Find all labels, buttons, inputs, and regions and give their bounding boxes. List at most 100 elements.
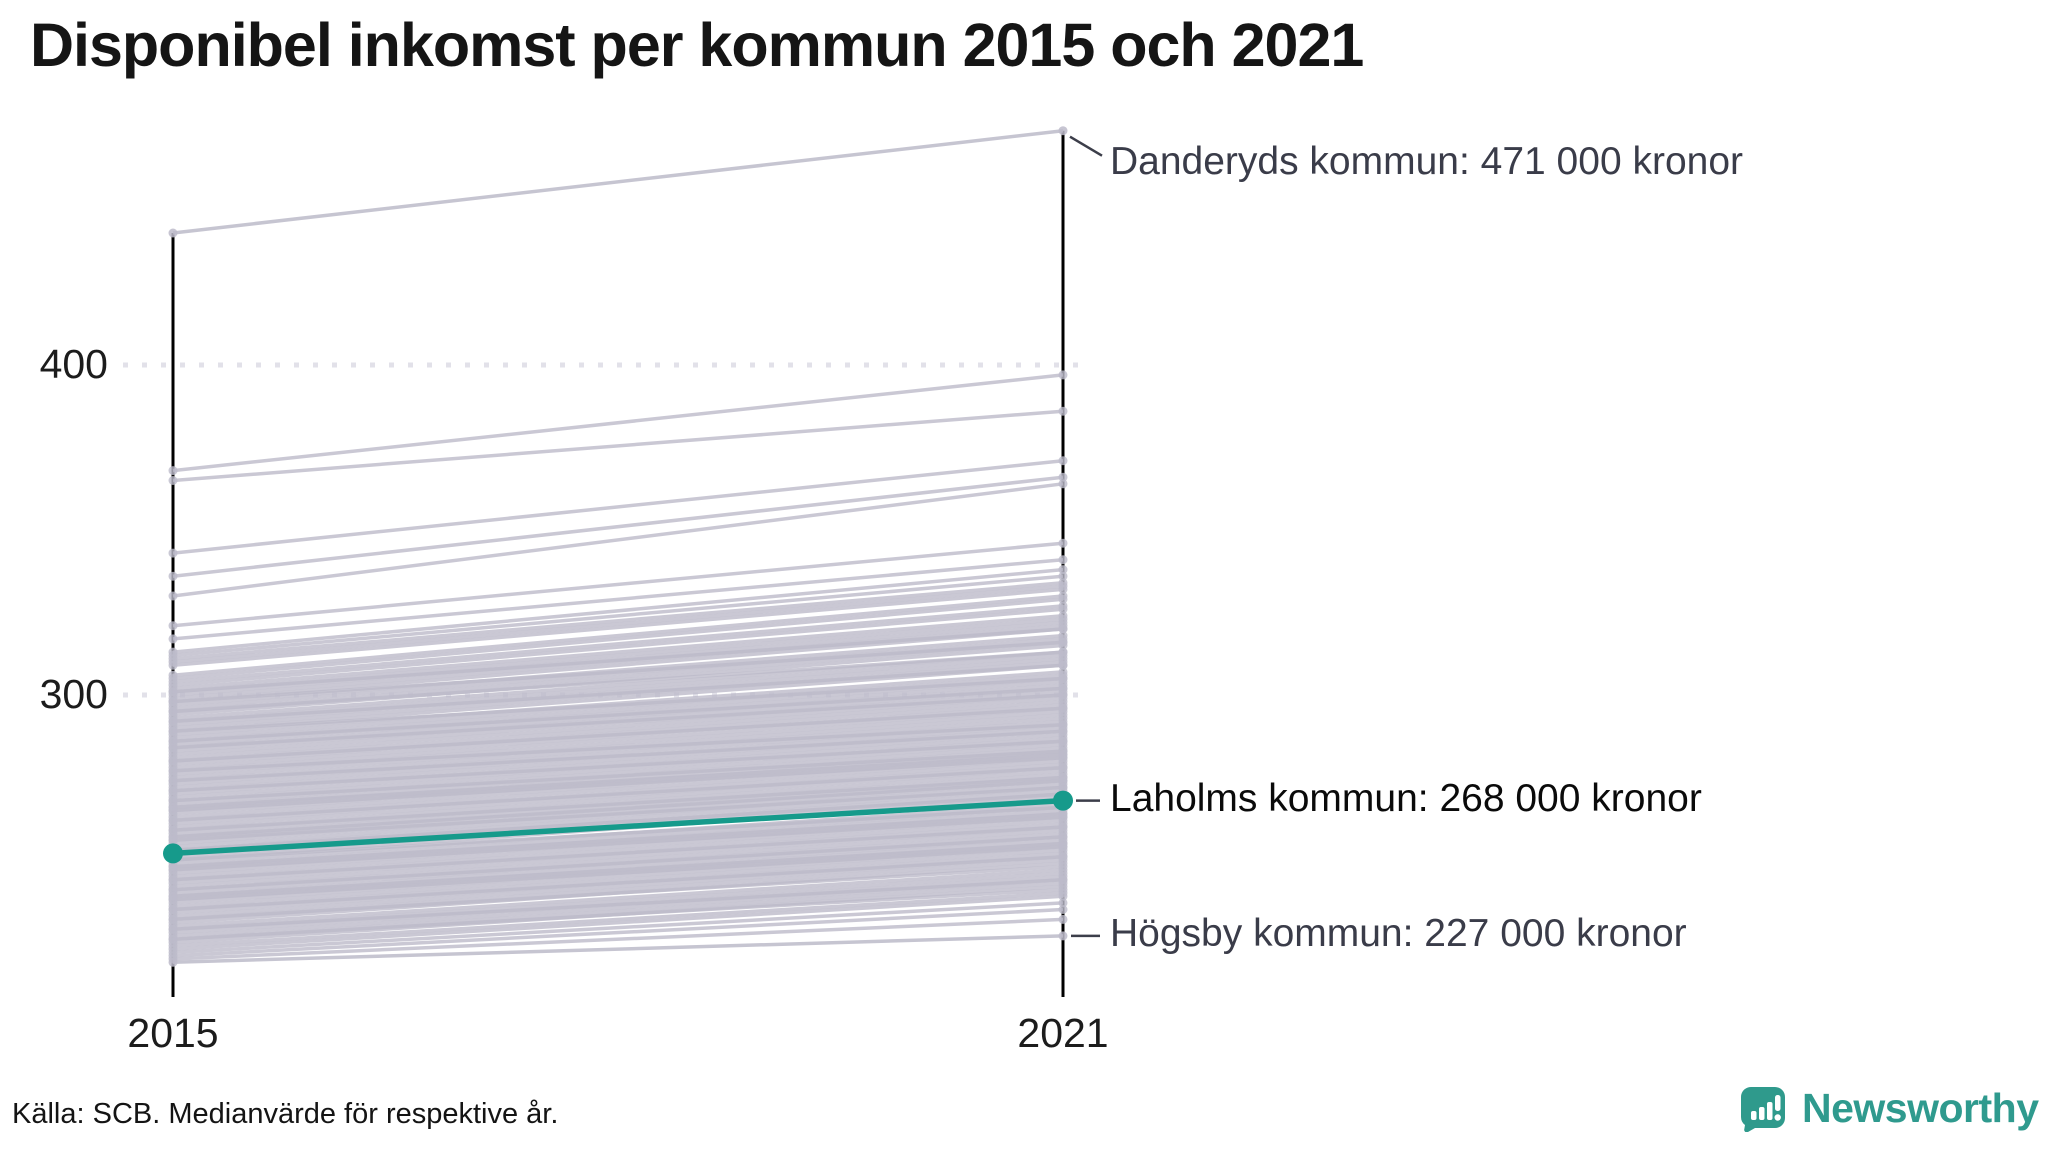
slope-line <box>172 475 1064 578</box>
endpoint-dot <box>1058 456 1068 466</box>
source-note: Källa: SCB. Medianvärde för respektive å… <box>12 1098 559 1130</box>
slope-line <box>172 676 1064 734</box>
slope-line <box>172 845 1064 902</box>
endpoint-dot <box>168 716 178 726</box>
endpoint-dot <box>168 914 178 924</box>
endpoint-dot <box>1058 905 1068 914</box>
endpoint-dot <box>168 766 178 776</box>
endpoint-dot <box>1058 832 1068 842</box>
endpoint-dot <box>1058 720 1068 730</box>
annotation-hogsby: Högsby kommun: 227 000 kronor <box>1110 911 1687 955</box>
slope-line <box>172 792 1064 852</box>
slope-line <box>172 739 1064 793</box>
slope-line <box>172 878 1064 932</box>
endpoint-dot <box>1058 479 1068 489</box>
endpoint-dot <box>168 776 178 786</box>
slope-line <box>172 815 1064 872</box>
endpoint-dot <box>1058 898 1068 908</box>
endpoint-dot <box>168 548 178 558</box>
endpoint-dot <box>168 825 178 835</box>
endpoint-dot <box>1058 370 1068 380</box>
slope-line <box>172 765 1064 823</box>
endpoint-dot <box>1058 891 1068 901</box>
endpoint-dot <box>168 905 178 914</box>
slope-line <box>172 650 1064 714</box>
endpoint-dot <box>168 726 178 736</box>
endpoint-dot <box>168 832 178 842</box>
slope-line <box>172 458 1064 555</box>
endpoint-dot <box>1058 749 1068 759</box>
bar-chart-speech-bubble-icon <box>1740 1086 1785 1132</box>
endpoint-dot <box>168 707 178 716</box>
slope-line <box>172 864 1064 922</box>
slope-line <box>172 373 1064 473</box>
slope-line <box>172 779 1064 839</box>
endpoint-dot <box>1058 647 1068 657</box>
endpoint-dot <box>1058 674 1068 683</box>
endpoint-dot <box>1058 809 1068 819</box>
slope-line <box>172 812 1064 869</box>
endpoint-dot <box>168 621 178 631</box>
endpoint-dot <box>168 796 178 806</box>
endpoint-dot <box>168 591 178 601</box>
x-axis-label-2021: 2021 <box>1017 1010 1109 1056</box>
endpoint-dot <box>1058 406 1068 416</box>
annotation-connector <box>1069 135 1103 157</box>
slope-line <box>172 835 1064 892</box>
endpoint-dot <box>168 743 178 753</box>
slope-line <box>172 587 1064 668</box>
endpoint-dot <box>168 697 178 707</box>
slope-line <box>172 868 1064 928</box>
highlighted-slope-line <box>172 797 1064 857</box>
endpoint-dot <box>1058 594 1068 604</box>
endpoint-dot <box>1058 703 1068 713</box>
slope-line <box>172 907 1064 958</box>
slope-line <box>172 825 1064 882</box>
endpoint-dot <box>168 875 178 885</box>
endpoint-dot <box>1058 763 1068 773</box>
slope-line <box>172 854 1064 912</box>
endpoint-dot <box>1058 538 1068 548</box>
endpoint-dot <box>1058 862 1068 872</box>
endpoint-dot <box>168 634 178 644</box>
endpoint-dot <box>1058 683 1068 693</box>
endpoint-dot <box>168 802 178 812</box>
endpoint-dot <box>1058 472 1068 482</box>
endpoint-dot <box>168 885 178 895</box>
slope-line <box>172 775 1064 833</box>
slope-line <box>172 901 1064 955</box>
endpoint-dot <box>163 843 183 864</box>
slope-line <box>172 841 1064 899</box>
endpoint-dot <box>168 228 178 238</box>
slope-line <box>172 934 1064 965</box>
endpoint-dot <box>1058 555 1068 565</box>
endpoint-dot <box>1058 660 1068 670</box>
y-axis-tick-400: 400 <box>39 341 108 387</box>
endpoint-dot <box>1058 931 1068 941</box>
slope-line <box>172 752 1064 809</box>
endpoint-dot <box>168 660 178 670</box>
slope-line <box>172 597 1064 681</box>
endpoint-dot <box>1058 637 1068 647</box>
slope-line <box>172 693 1064 750</box>
slope-line <box>172 686 1064 743</box>
page-title: Disponibel inkomst per kommun 2015 och 2… <box>30 11 1364 79</box>
brand-name: Newsworthy <box>1802 1085 2039 1131</box>
slope-line <box>172 627 1064 694</box>
endpoint-dot <box>168 687 178 697</box>
endpoint-dot <box>1058 584 1068 594</box>
annotation-danderyd: Danderyds kommun: 471 000 kronor <box>1110 139 1744 183</box>
endpoint-dot <box>1058 624 1068 634</box>
slope-line <box>172 706 1064 763</box>
slope-line <box>172 755 1064 813</box>
slope-line <box>172 557 1064 641</box>
endpoint-dot <box>168 571 178 581</box>
slope-line <box>172 785 1064 842</box>
slope-line <box>172 409 1064 483</box>
endpoint-dot <box>168 891 178 901</box>
slope-line <box>172 604 1064 684</box>
endpoint-dot <box>168 786 178 796</box>
endpoint-dot <box>1058 822 1068 832</box>
